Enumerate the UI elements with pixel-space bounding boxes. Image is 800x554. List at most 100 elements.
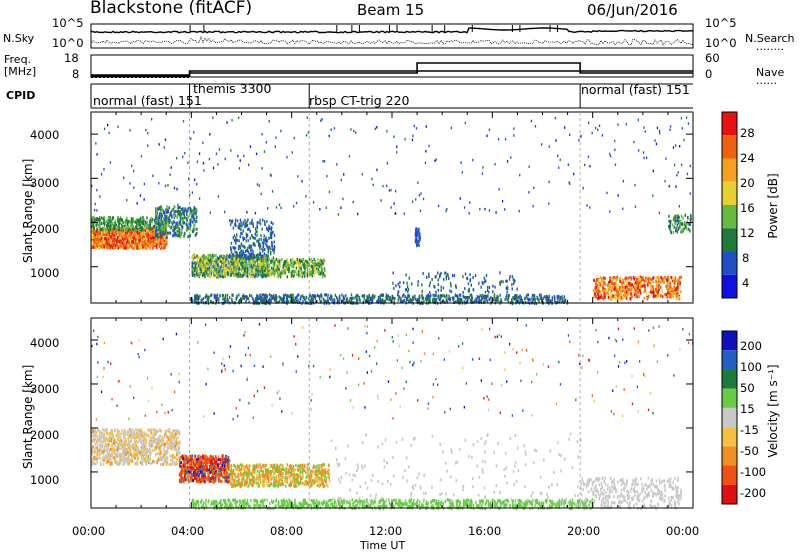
scatter-cell [99,221,102,225]
scatter-cell [195,268,198,272]
scatter-cell [135,238,137,242]
scatter-cell [270,259,272,263]
scatter-cell [161,224,164,228]
scatter-cell [158,225,161,229]
scatter-cell [91,225,93,228]
freq-label-line2: [MHz] [4,65,37,78]
scatter-cell [156,219,158,223]
scatter-cell [242,249,244,253]
scatter-cell [258,253,261,257]
scatter-cell [138,243,140,247]
scatter-cell [236,295,238,299]
scatter-cell [196,183,198,186]
scatter-cell [325,300,327,304]
scatter-cell [152,235,154,239]
scatter-cell [681,127,683,130]
scatter-cell [210,255,213,259]
scatter-cell [427,297,429,301]
scatter-cell [102,232,104,236]
scatter-cell [146,229,148,232]
scatter-cell [254,275,256,279]
scatter-cell [274,259,277,263]
scatter-cell [107,246,109,250]
scatter-cell [154,232,157,236]
scatter-cell [624,285,626,289]
scatter-cell [635,288,638,292]
scatter-cell [415,228,417,232]
scatter-cell [255,230,257,233]
scatter-cell [152,174,154,177]
scatter-cell [91,230,93,233]
scatter-cell [505,295,507,299]
scatter-cell [191,274,194,278]
scatter-cell [218,257,220,260]
scatter-cell [232,268,234,272]
power-band-late-evening [668,213,692,235]
scatter-cell [250,260,252,264]
scatter-cell [498,188,500,191]
scatter-cell [631,283,633,287]
scatter-cell [94,231,97,234]
scatter-cell [597,297,599,301]
scatter-cell [179,232,182,235]
scatter-cell [419,236,421,239]
scatter-cell [268,299,271,303]
scatter-cell [687,215,689,219]
scatter-cell [272,267,275,271]
scatter-cell [667,295,669,299]
scatter-cell [239,224,241,228]
scatter-cell [632,285,635,289]
scatter-cell [652,295,655,299]
scatter-cell [272,259,275,263]
scatter-cell [107,224,109,228]
scatter-cell [300,295,302,299]
scatter-cell [99,241,101,245]
scatter-cell [520,296,522,300]
scatter-cell [673,285,676,289]
scatter-cell [520,297,522,301]
scatter-cell [635,276,637,280]
scatter-cell [284,263,286,267]
scatter-cell [175,222,178,226]
scatter-cell [596,284,599,287]
scatter-cell [418,238,421,242]
scatter-cell [286,155,288,159]
scatter-cell [156,212,159,216]
scatter-cell [174,221,177,225]
scatter-cell [130,229,132,233]
scatter-cell [165,232,168,236]
scatter-cell [499,271,501,275]
scatter-cell [228,266,231,270]
scatter-cell [203,254,205,258]
scatter-cell [301,294,304,298]
scatter-cell [120,240,123,244]
scatter-cell [173,225,176,229]
scatter-cell [251,235,254,239]
vel-cbar-tick-200: 200 [740,339,762,353]
scatter-cell [160,212,163,216]
scatter-cell [304,274,306,278]
scatter-cell [136,239,138,243]
scatter-cell [211,258,213,262]
scatter-cell [252,222,254,226]
scatter-cell [418,298,421,302]
scatter-cell [214,266,217,270]
scatter-cell [267,229,270,233]
scatter-cell [142,216,144,219]
scatter-cell [234,262,237,266]
scatter-cell [480,285,482,289]
scatter-cell [245,257,247,261]
scatter-cell [132,230,135,234]
scatter-cell [598,290,601,294]
scatter-cell [183,234,185,238]
scatter-cell [176,187,178,191]
scatter-cell [261,247,263,251]
scatter-cell [231,300,233,304]
scatter-cell [417,280,419,284]
scatter-cell [340,178,342,182]
scatter-cell [198,271,200,275]
scatter-cell [124,234,126,238]
scatter-cell [663,279,665,283]
scatter-cell [655,142,658,146]
scatter-cell [264,293,266,297]
